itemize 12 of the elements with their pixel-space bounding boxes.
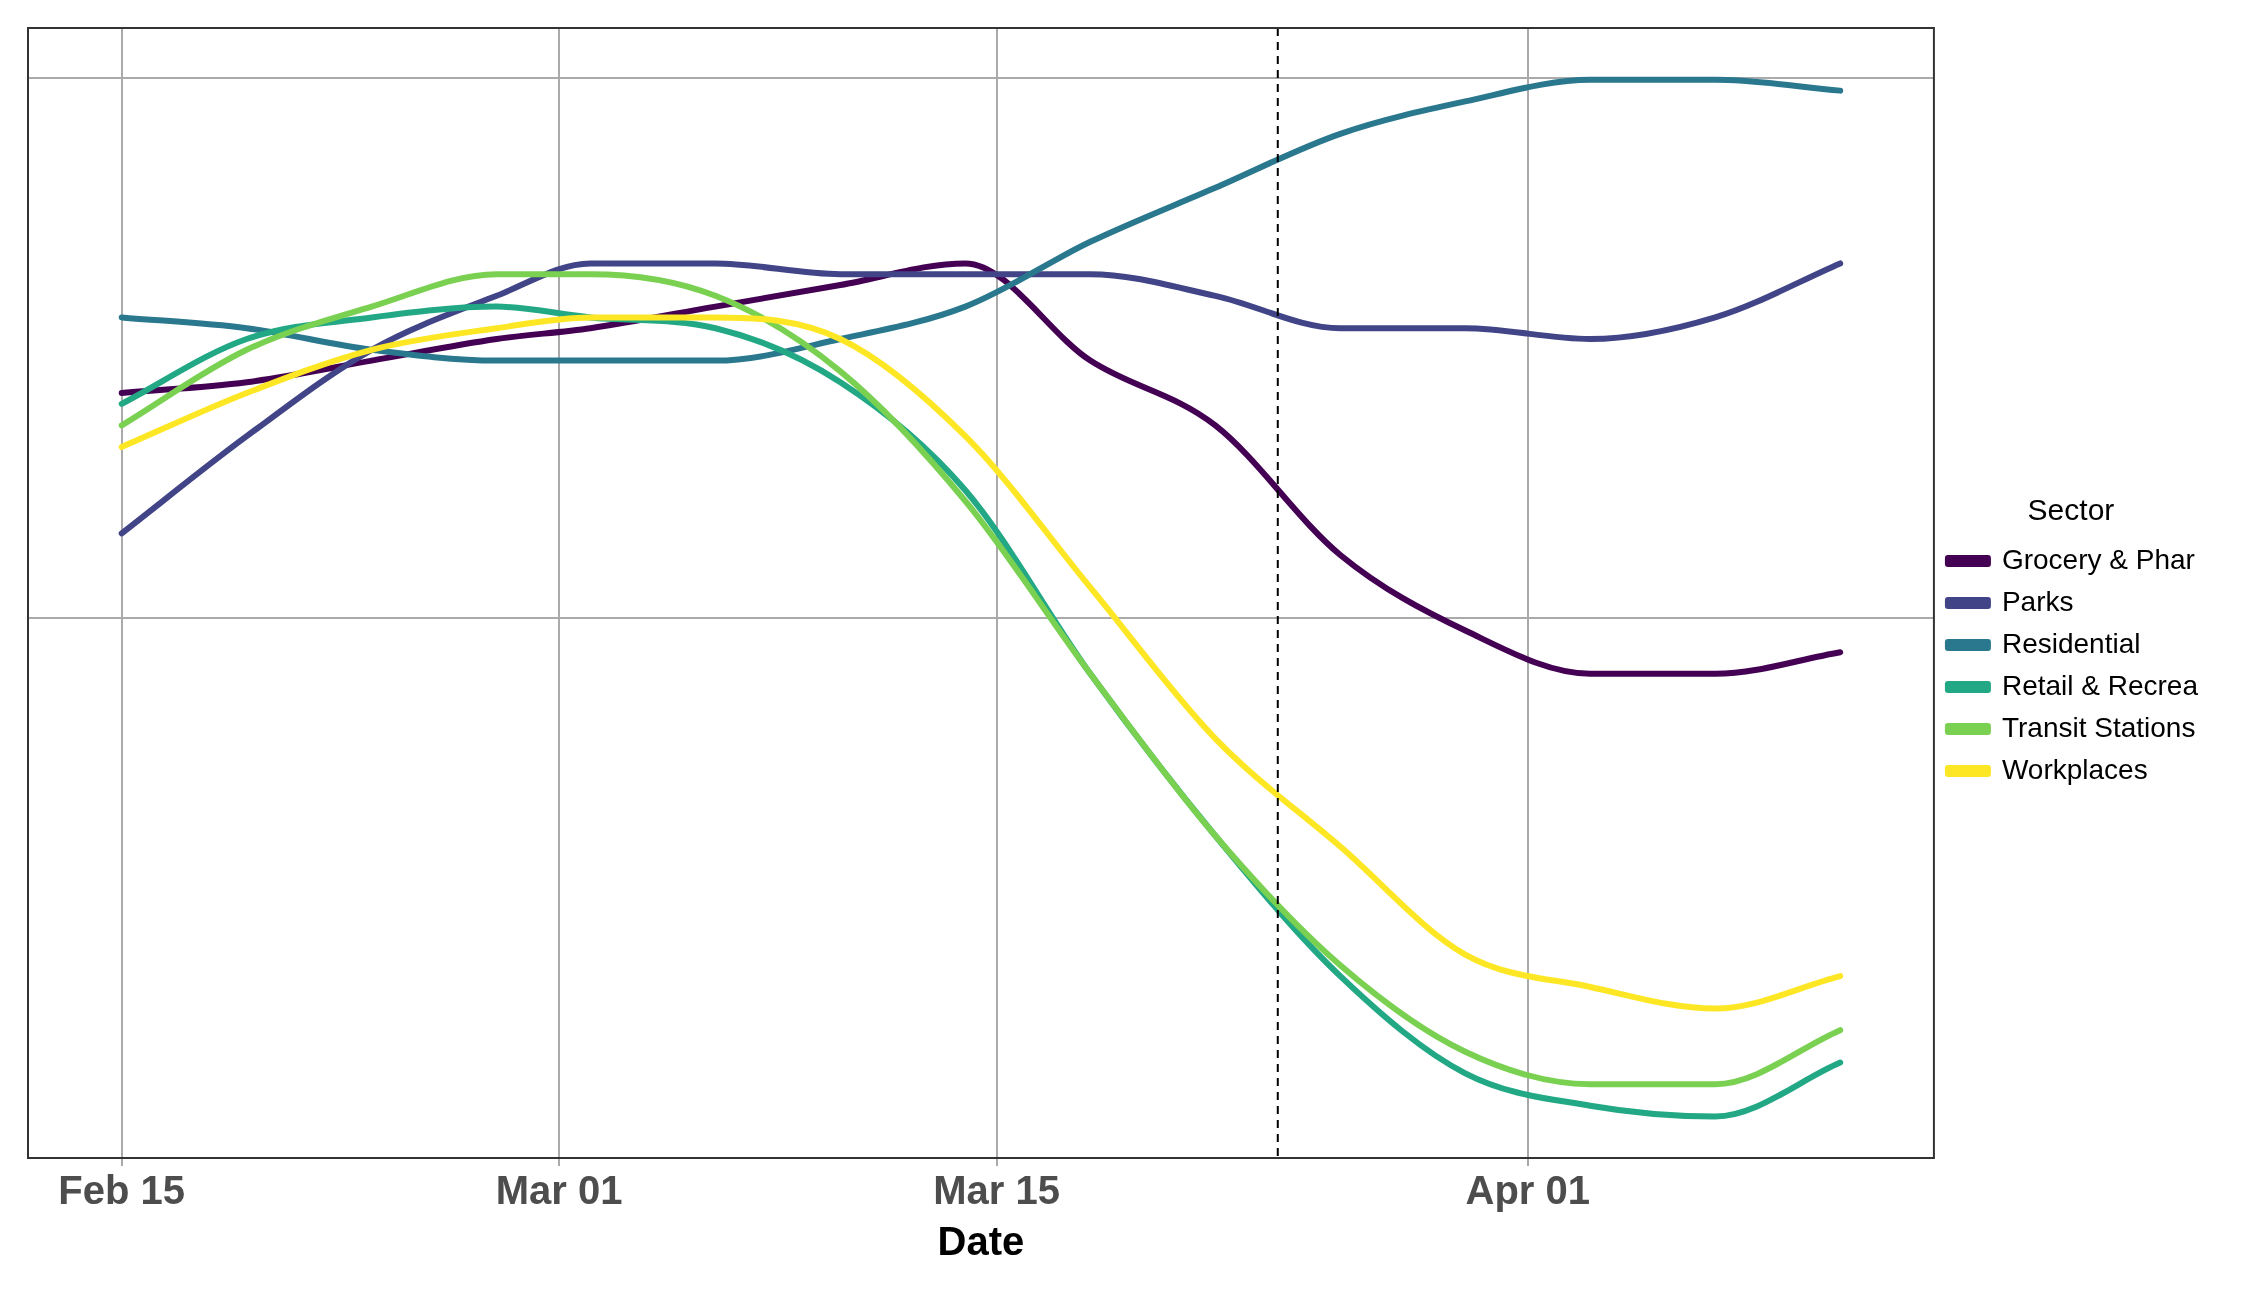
legend-label: Retail & Recrea [2001, 669, 2199, 701]
x-axis-title: Date [937, 1219, 1025, 1264]
legend-title: Sector [2027, 493, 2115, 527]
x-tick-label: Mar 15 [933, 1168, 1060, 1213]
x-tick-label: Feb 15 [58, 1168, 186, 1213]
legend-label: Residential [2001, 627, 2141, 659]
legend-label: Transit Stations [2001, 711, 2196, 743]
legend-label: Workplaces [2001, 753, 2148, 785]
legend-label: Parks [2001, 585, 2074, 617]
x-tick-label: Mar 01 [495, 1168, 623, 1213]
x-tick-label: Apr 01 [1465, 1168, 1590, 1213]
legend-label: Grocery & Phar [2001, 543, 2195, 575]
